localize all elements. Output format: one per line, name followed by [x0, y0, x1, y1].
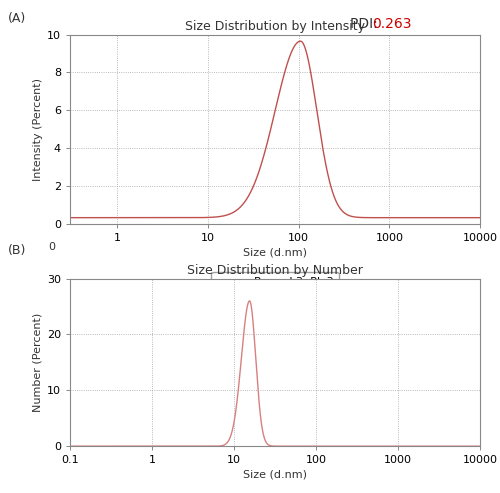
- Title: Size Distribution by Intensity: Size Distribution by Intensity: [185, 20, 365, 34]
- X-axis label: Size (d.nm): Size (d.nm): [243, 247, 307, 257]
- Text: (B): (B): [8, 244, 26, 257]
- Text: PDI:: PDI:: [350, 17, 382, 31]
- Text: 0: 0: [48, 243, 55, 252]
- Legend: Record 3: PL 3: Record 3: PL 3: [212, 272, 338, 293]
- Y-axis label: Intensity (Percent): Intensity (Percent): [33, 78, 43, 181]
- Text: (A): (A): [8, 12, 26, 25]
- Y-axis label: Number (Percent): Number (Percent): [32, 313, 42, 412]
- Title: Size Distribution by Number: Size Distribution by Number: [187, 264, 363, 278]
- X-axis label: Size (d.nm): Size (d.nm): [243, 469, 307, 479]
- Text: 0.263: 0.263: [372, 17, 412, 31]
